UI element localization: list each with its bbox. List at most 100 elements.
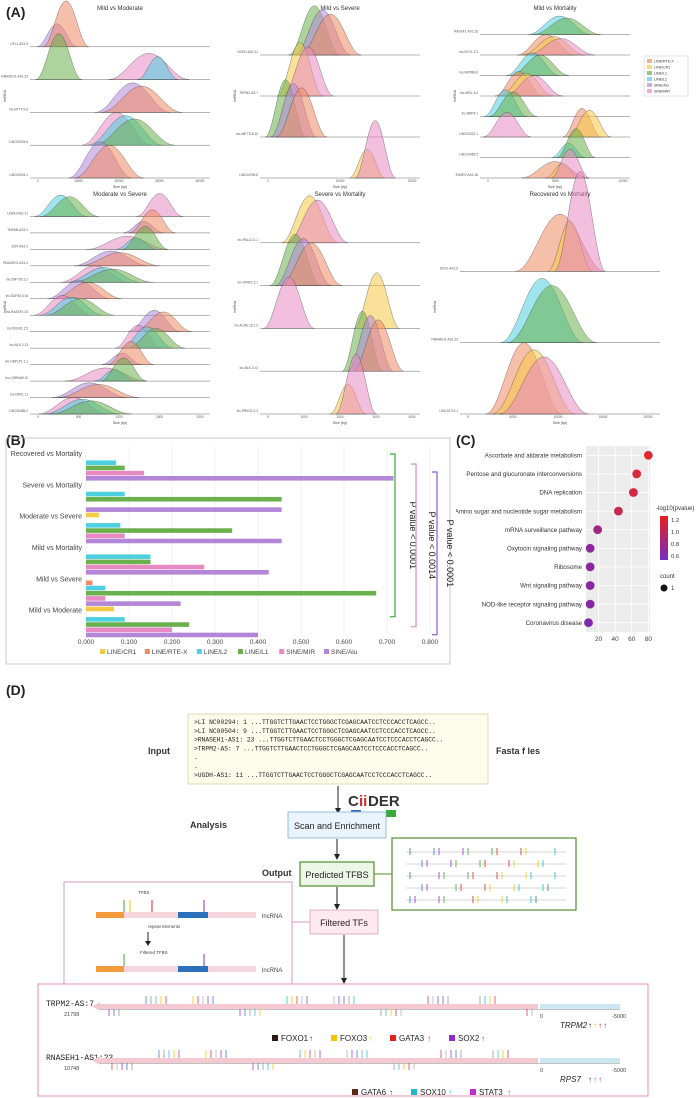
track-gene-arrow: ↑: [598, 1075, 602, 1084]
ridge-tick-label: 10000: [336, 179, 345, 183]
ridge-row-label: lnc-MEIL.3:6: [460, 91, 478, 95]
ridge-density: [527, 38, 595, 56]
tf-legend-swatch: [272, 1035, 278, 1041]
b-category-label: Mild vs Severe: [36, 576, 82, 583]
subplot-title: Moderate vs Severe: [93, 192, 147, 198]
tf-legend-arrow: ↑: [309, 1034, 313, 1043]
c-dot: [643, 450, 653, 460]
ridge-density: [137, 56, 178, 80]
ridge-tick-label: 1000: [300, 415, 307, 419]
ridge-tick-label: 0: [487, 179, 489, 183]
b-bar: [86, 564, 205, 570]
subplot-5: Severe vs Mortality lnc-PALLD.2:1 lnc-APAF…: [233, 192, 420, 425]
arrow-input-head: [335, 808, 341, 814]
b-legend-swatch: [196, 649, 202, 654]
track-name: TRPM2-AS:7: [46, 1000, 94, 1009]
ridge-tick-label: 30000: [155, 179, 164, 183]
fasta-line: .: [194, 763, 198, 770]
ridge-tick-label: 0: [267, 179, 269, 183]
b-bar: [86, 554, 151, 559]
b-legend-label: LINE/L1: [245, 649, 269, 656]
fasta-line: >LI NC00294: 1 ...TTGGTCTTGAACTCCTGGGCTC…: [194, 719, 436, 726]
c-category-label: DNA replication: [539, 490, 582, 497]
ridge-density: [280, 242, 342, 286]
b-bar: [86, 491, 125, 497]
ridge-tick-label: 0: [467, 415, 469, 419]
ridge-row-label: UFL1-AS1:5: [10, 42, 28, 46]
tf-legend-label: SOX2: [458, 1034, 480, 1043]
tf-legend-arrow: ↑: [507, 1088, 511, 1097]
ridge-density: [134, 311, 193, 332]
track-arrow-left: [92, 1002, 100, 1011]
subplot-4: Moderate vs Severe UGDH-AS1:11 TMEM9-AS1:1…: [3, 192, 210, 425]
ridge-row-label: SOX1-AS1:6: [440, 266, 458, 270]
ridge-row-label: lnc-DKK1:11: [10, 393, 28, 397]
panel-c-label: (C): [456, 432, 476, 448]
ridge-row-label: lnc-NLK.2:13: [10, 343, 29, 347]
b-bar: [86, 528, 233, 533]
tf-legend-arrow: ↑: [389, 1088, 393, 1097]
c-dot: [585, 562, 595, 572]
b-category-label: Moderate vs Severe: [19, 514, 82, 521]
ridge-row-label: lnc-SRPRB.6: [459, 71, 478, 75]
ridge-row-label: lnc-NYX1.2:1: [459, 50, 478, 54]
ridge-tick-label: 10000: [554, 415, 563, 419]
b-bar: [86, 476, 394, 481]
ridge-tick-label: 20000: [115, 179, 124, 183]
tf-legend-label: FOXO1: [281, 1034, 309, 1043]
ridge-row-label: TRPM2-AS:7: [239, 91, 258, 95]
ridge-y-label: lncRNA: [3, 89, 7, 102]
track-gene-arrow: ↑: [598, 1021, 602, 1030]
tf-legend-label: STAT3: [479, 1088, 503, 1097]
subplot-title: Mild vs Moderate: [97, 6, 143, 12]
c-dot: [585, 599, 595, 609]
c-category-label: Ribosome: [554, 564, 582, 571]
tracks-box: [37, 983, 649, 1097]
c-colorbar-tick: 0.8: [671, 542, 679, 548]
subplot-6: Recovered vs Mortality SOX1-AS1:6 RNASEH1-…: [431, 171, 660, 425]
tf-legend-arrow: ↑: [481, 1034, 485, 1043]
ridge-row-label: RASSF1-AS1:18: [454, 30, 478, 34]
c-size-value: 1: [671, 586, 675, 592]
tf-legend-label: GATA6: [361, 1088, 387, 1097]
c-category-label: Pentose and glucuronate interconversions: [466, 471, 582, 478]
c-dot: [628, 488, 638, 497]
track-zero: 0: [540, 1068, 543, 1074]
b-category-label: Mild vs Mortality: [32, 545, 83, 552]
c-category-label: Coronavirus disease: [526, 620, 583, 627]
schematic-repeat-label: repeat elements: [148, 924, 181, 929]
ridge-tick-label: 4000: [408, 415, 415, 419]
ridge-density: [488, 91, 538, 117]
ridge-y-label: lncRNA: [433, 300, 437, 313]
b-legend-swatch: [279, 649, 285, 654]
logo-green-block: [386, 810, 396, 817]
c-colorbar-tick: 1.0: [671, 530, 679, 536]
c-legend-title: -log10(pvalue): [656, 506, 694, 512]
schematic: TFBS repeat elements lncRNA Filtered TFB…: [96, 890, 282, 974]
tf-legend-swatch: [331, 1035, 337, 1041]
predicted-tfbs-box: [299, 861, 375, 887]
ridge-row-label: lnc-ACHE:16.1:2: [234, 323, 258, 327]
c-dot: [585, 581, 595, 590]
legend-swatch: [647, 77, 652, 81]
ridge-row-label: lnc-MTTF.S.6: [9, 107, 28, 111]
b-tick-label: 0.100: [121, 639, 138, 646]
ridge-x-label: Size (bp): [548, 185, 562, 189]
b-bar: [86, 470, 145, 476]
legend-label: LINE/L2: [654, 78, 667, 82]
b-tick-label: 0.200: [164, 639, 181, 646]
b-significance-label: P value < 0.0014: [427, 512, 437, 580]
b-bar: [86, 585, 106, 591]
logo-der: DER: [368, 793, 400, 810]
ridge-x-label: Size (bp): [113, 421, 127, 425]
legend-swatch: [647, 65, 652, 69]
b-bar: [86, 622, 190, 627]
b-bar: [86, 596, 106, 601]
b-bar: [86, 533, 125, 539]
ridge-density: [482, 112, 532, 138]
track-end: -5000: [612, 1068, 626, 1074]
b-bar: [86, 559, 151, 565]
ridge-tick-label: 1000: [115, 415, 122, 419]
ridge-density: [511, 54, 569, 76]
